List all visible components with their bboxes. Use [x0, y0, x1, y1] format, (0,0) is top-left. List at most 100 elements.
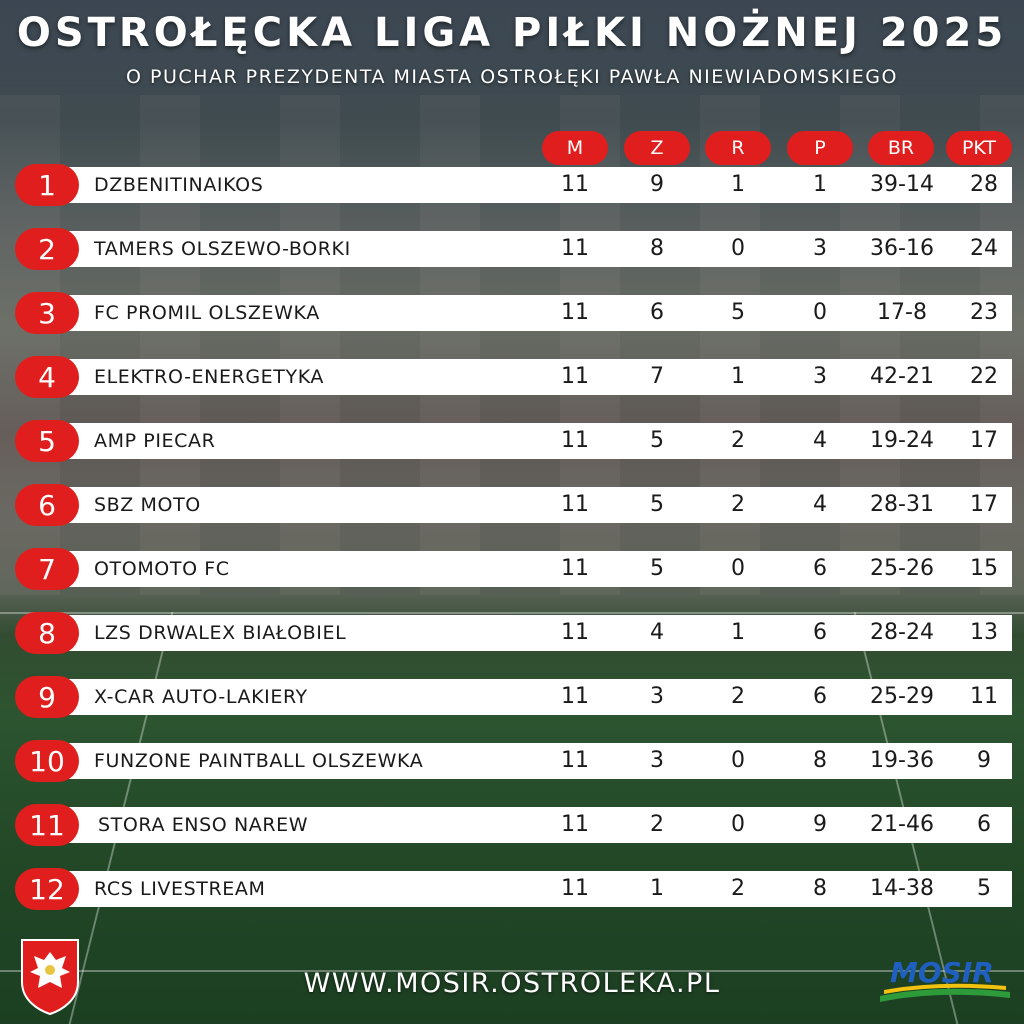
table-row: 2 TAMERS OLSZEWO-BORKI 11 8 0 3 36-16 24	[0, 224, 1024, 274]
cell-r: 1	[731, 364, 745, 389]
team-name: TAMERS OLSZEWO-BORKI	[94, 238, 351, 260]
cell-p: 6	[813, 620, 827, 645]
row-background	[40, 231, 1012, 267]
cell-r: 2	[731, 876, 745, 901]
row-background	[40, 679, 1012, 715]
cell-pkt: 17	[970, 492, 998, 517]
team-name: ELEKTRO-ENERGETYKA	[94, 366, 325, 388]
table-header: M Z R P BR PKT	[0, 131, 1024, 165]
position-badge: 9	[15, 676, 79, 718]
cell-pkt: 23	[970, 300, 998, 325]
cell-z: 3	[650, 748, 664, 773]
cell-z: 5	[650, 492, 664, 517]
position-badge: 11	[15, 804, 79, 846]
cell-pkt: 9	[977, 748, 991, 773]
cell-m: 11	[561, 428, 589, 453]
cell-br: 42-21	[870, 364, 934, 389]
cell-br: 25-29	[870, 684, 934, 709]
table-row: 3 FC PROMIL OLSZEWKA 11 6 5 0 17-8 23	[0, 288, 1024, 338]
cell-r: 0	[731, 748, 745, 773]
cell-z: 5	[650, 428, 664, 453]
cell-z: 2	[650, 812, 664, 837]
cell-br: 28-24	[870, 620, 934, 645]
table-row: 6 SBZ MOTO 11 5 2 4 28-31 17	[0, 480, 1024, 530]
cell-p: 1	[813, 172, 827, 197]
cell-p: 8	[813, 748, 827, 773]
position-badge: 2	[15, 228, 79, 270]
column-header-m: M	[542, 131, 608, 165]
cell-pkt: 28	[970, 172, 998, 197]
cell-z: 5	[650, 556, 664, 581]
cell-p: 3	[813, 236, 827, 261]
row-background	[40, 295, 1012, 331]
column-header-pkt: PKT	[946, 131, 1012, 165]
cell-m: 11	[561, 364, 589, 389]
table-row: 10 FUNZONE PAINTBALL OLSZEWKA 11 3 0 8 19-36 9	[0, 736, 1024, 786]
position-badge: 12	[15, 868, 79, 910]
cell-br: 28-31	[870, 492, 934, 517]
row-background	[40, 743, 1012, 779]
cell-br: 19-36	[870, 748, 934, 773]
mosir-logo-text: MOSIR	[890, 956, 994, 989]
cell-z: 9	[650, 172, 664, 197]
cell-r: 1	[731, 620, 745, 645]
position-badge: 7	[15, 548, 79, 590]
table-row: 5 AMP PIECAR 11 5 2 4 19-24 17	[0, 416, 1024, 466]
team-name: STORA ENSO NAREW	[98, 814, 309, 836]
cell-p: 0	[813, 300, 827, 325]
cell-pkt: 17	[970, 428, 998, 453]
cell-z: 7	[650, 364, 664, 389]
cell-m: 11	[561, 876, 589, 901]
cell-z: 6	[650, 300, 664, 325]
cell-pkt: 11	[970, 684, 998, 709]
cell-m: 11	[561, 492, 589, 517]
cell-pkt: 15	[970, 556, 998, 581]
row-background	[40, 167, 1012, 203]
row-background	[40, 487, 1012, 523]
team-name: OTOMOTO FC	[94, 558, 230, 580]
cell-r: 2	[731, 428, 745, 453]
cell-m: 11	[561, 620, 589, 645]
position-badge: 4	[15, 356, 79, 398]
cell-p: 3	[813, 364, 827, 389]
cell-r: 0	[731, 236, 745, 261]
cell-br: 25-26	[870, 556, 934, 581]
cell-r: 2	[731, 492, 745, 517]
cell-pkt: 5	[977, 876, 991, 901]
pitch-line	[0, 612, 1024, 614]
cell-br: 36-16	[870, 236, 934, 261]
position-badge: 10	[15, 740, 79, 782]
cell-r: 2	[731, 684, 745, 709]
cell-m: 11	[561, 300, 589, 325]
table-row: 8 LZS DRWALEX BIAŁOBIEL 11 4 1 6 28-24 13	[0, 608, 1024, 658]
cell-br: 19-24	[870, 428, 934, 453]
table-row: 11 STORA ENSO NAREW 11 2 0 9 21-46 6	[0, 800, 1024, 850]
cell-p: 4	[813, 492, 827, 517]
cell-p: 6	[813, 684, 827, 709]
cell-m: 11	[561, 172, 589, 197]
page-title: OSTROŁĘCKA LIGA PIŁKI NOŻNEJ 2025	[16, 10, 1008, 56]
table-row: 7 OTOMOTO FC 11 5 0 6 25-26 15	[0, 544, 1024, 594]
table-row: 12 RCS LIVESTREAM 11 1 2 8 14-38 5	[0, 864, 1024, 914]
cell-pkt: 24	[970, 236, 998, 261]
team-name: DZBENITINAIKOS	[94, 174, 264, 196]
cell-r: 1	[731, 172, 745, 197]
team-name: LZS DRWALEX BIAŁOBIEL	[94, 622, 347, 644]
team-name: FUNZONE PAINTBALL OLSZEWKA	[94, 750, 424, 772]
table-row: 4 ELEKTRO-ENERGETYKA 11 7 1 3 42-21 22	[0, 352, 1024, 402]
cell-br: 14-38	[870, 876, 934, 901]
table-row: 1 DZBENITINAIKOS 11 9 1 1 39-14 28	[0, 160, 1024, 210]
cell-m: 11	[561, 812, 589, 837]
position-badge: 1	[15, 164, 79, 206]
column-header-p: P	[787, 131, 853, 165]
page-subtitle: O PUCHAR PREZYDENTA MIASTA OSTROŁĘKI PAW…	[126, 66, 898, 88]
cell-p: 4	[813, 428, 827, 453]
position-badge: 3	[15, 292, 79, 334]
position-badge: 6	[15, 484, 79, 526]
cell-br: 21-46	[870, 812, 934, 837]
position-badge: 5	[15, 420, 79, 462]
coat-of-arms-icon	[21, 939, 79, 1016]
cell-z: 4	[650, 620, 664, 645]
cell-p: 9	[813, 812, 827, 837]
cell-br: 39-14	[870, 172, 934, 197]
